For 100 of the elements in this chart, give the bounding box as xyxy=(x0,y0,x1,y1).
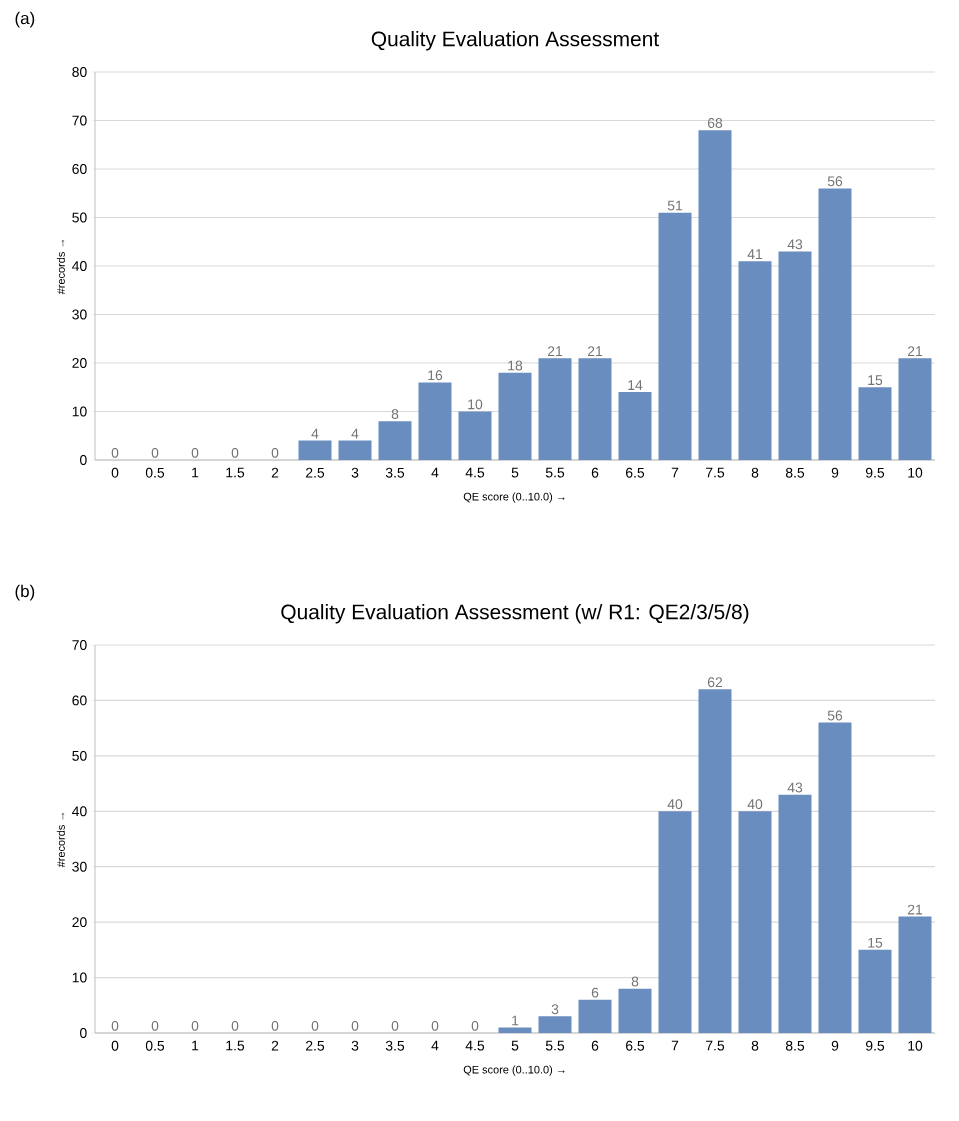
data-label: 43 xyxy=(787,239,803,250)
x-tick-label: 2.5 xyxy=(306,1040,325,1051)
data-label: 0 xyxy=(311,1020,319,1031)
y-tick-label: 70 xyxy=(72,640,87,650)
bar xyxy=(738,261,772,460)
data-label: 16 xyxy=(428,370,443,381)
data-label: 41 xyxy=(747,249,763,259)
bar xyxy=(698,689,732,1033)
x-tick-label: 7 xyxy=(671,1040,679,1051)
data-label: 21 xyxy=(907,904,923,915)
data-label: 0 xyxy=(191,447,199,458)
data-label: 62 xyxy=(707,677,723,688)
x-tick-label: 8 xyxy=(751,1040,759,1051)
data-label: 10 xyxy=(468,399,483,410)
y-tick-label: 0 xyxy=(80,455,87,465)
x-tick-label: 5.5 xyxy=(545,1040,565,1051)
data-label: 14 xyxy=(628,380,643,390)
x-tick-label: 6.5 xyxy=(626,467,645,478)
x-tick-label: 4.5 xyxy=(465,467,485,478)
bar xyxy=(498,1027,532,1033)
data-label: 6 xyxy=(591,987,599,998)
data-label: 56 xyxy=(827,176,843,187)
x-tick-label: 5 xyxy=(511,467,519,478)
y-axis-title: #records → xyxy=(56,812,65,868)
y-tick-label: 50 xyxy=(72,750,87,761)
y-tick-label: 0 xyxy=(80,1028,87,1038)
data-label: 40 xyxy=(747,799,763,810)
x-tick-label: 7.5 xyxy=(706,1040,725,1051)
data-label: 43 xyxy=(787,782,803,793)
x-tick-label: 7.5 xyxy=(706,467,725,478)
data-label: 21 xyxy=(587,346,603,356)
bar xyxy=(538,1016,572,1033)
bar xyxy=(898,916,932,1033)
x-tick-label: 10 xyxy=(908,1040,923,1051)
x-tick-label: 8.5 xyxy=(785,1040,805,1051)
x-tick-label: 1 xyxy=(192,1040,199,1051)
bar xyxy=(338,440,372,460)
bar xyxy=(618,392,652,460)
x-tick-label: 6.5 xyxy=(626,1040,645,1051)
bar xyxy=(498,372,532,460)
x-tick-label: 3 xyxy=(351,1040,359,1051)
x-tick-label: 4 xyxy=(431,1040,439,1051)
text: (a) xyxy=(15,11,35,28)
bar xyxy=(738,811,772,1033)
data-label: 51 xyxy=(667,200,683,211)
y-tick-label: 10 xyxy=(72,972,87,983)
bar xyxy=(618,988,652,1033)
x-tick-label: 1.5 xyxy=(226,1040,245,1051)
bar xyxy=(818,188,852,460)
data-label: 40 xyxy=(667,799,683,810)
data-label: 0 xyxy=(391,1020,399,1031)
bar xyxy=(858,949,892,1033)
data-label: 18 xyxy=(508,360,523,371)
x-tick-label: 8 xyxy=(751,467,759,478)
x-tick-label: 2 xyxy=(271,467,279,478)
data-label: 0 xyxy=(111,1020,119,1031)
bar xyxy=(858,387,892,460)
data-label: 68 xyxy=(707,118,723,128)
data-label: 0 xyxy=(271,1020,279,1031)
x-tick-label: 6 xyxy=(591,1040,599,1051)
data-label: 15 xyxy=(868,937,883,948)
x-tick-label: 4 xyxy=(431,467,439,478)
bar xyxy=(538,358,572,460)
data-label: 4 xyxy=(311,428,319,439)
x-tick-label: 4.5 xyxy=(465,1040,485,1051)
bar xyxy=(458,411,492,460)
bar xyxy=(658,212,692,460)
bar xyxy=(658,811,692,1033)
bar xyxy=(378,421,412,460)
data-label: 0 xyxy=(351,1020,359,1031)
y-tick-label: 10 xyxy=(72,406,87,417)
data-label: 8 xyxy=(631,976,639,987)
y-tick-label: 60 xyxy=(72,695,87,706)
x-axis-title: QE score (0..10.0) → xyxy=(463,492,565,503)
x-tick-label: 0.5 xyxy=(145,1040,165,1051)
y-tick-label: 50 xyxy=(72,212,87,223)
data-label: 0 xyxy=(191,1020,199,1031)
bar xyxy=(418,382,452,460)
x-tick-label: 6 xyxy=(591,467,599,478)
bar xyxy=(898,358,932,460)
bar xyxy=(778,251,812,460)
y-tick-label: 20 xyxy=(72,917,87,928)
data-label: 21 xyxy=(547,346,563,356)
x-tick-label: 1.5 xyxy=(226,467,245,478)
data-label: 8 xyxy=(391,409,399,419)
x-tick-label: 2 xyxy=(271,1040,279,1051)
x-tick-label: 3.5 xyxy=(385,1040,405,1051)
data-label: 0 xyxy=(471,1020,479,1031)
x-tick-label: 0.5 xyxy=(145,467,165,478)
x-tick-label: 5.5 xyxy=(545,467,565,478)
bar xyxy=(778,794,812,1033)
data-label: 0 xyxy=(231,1020,239,1031)
x-tick-label: 0 xyxy=(111,467,119,478)
chart-title: Quality Evaluation Assessment xyxy=(371,30,659,51)
x-tick-label: 9.5 xyxy=(865,1040,885,1051)
bar xyxy=(298,440,332,460)
y-tick-label: 30 xyxy=(72,861,87,872)
x-axis-title: QE score (0..10.0) → xyxy=(463,1065,565,1076)
data-label: 0 xyxy=(431,1020,439,1031)
data-label: 15 xyxy=(868,375,883,386)
